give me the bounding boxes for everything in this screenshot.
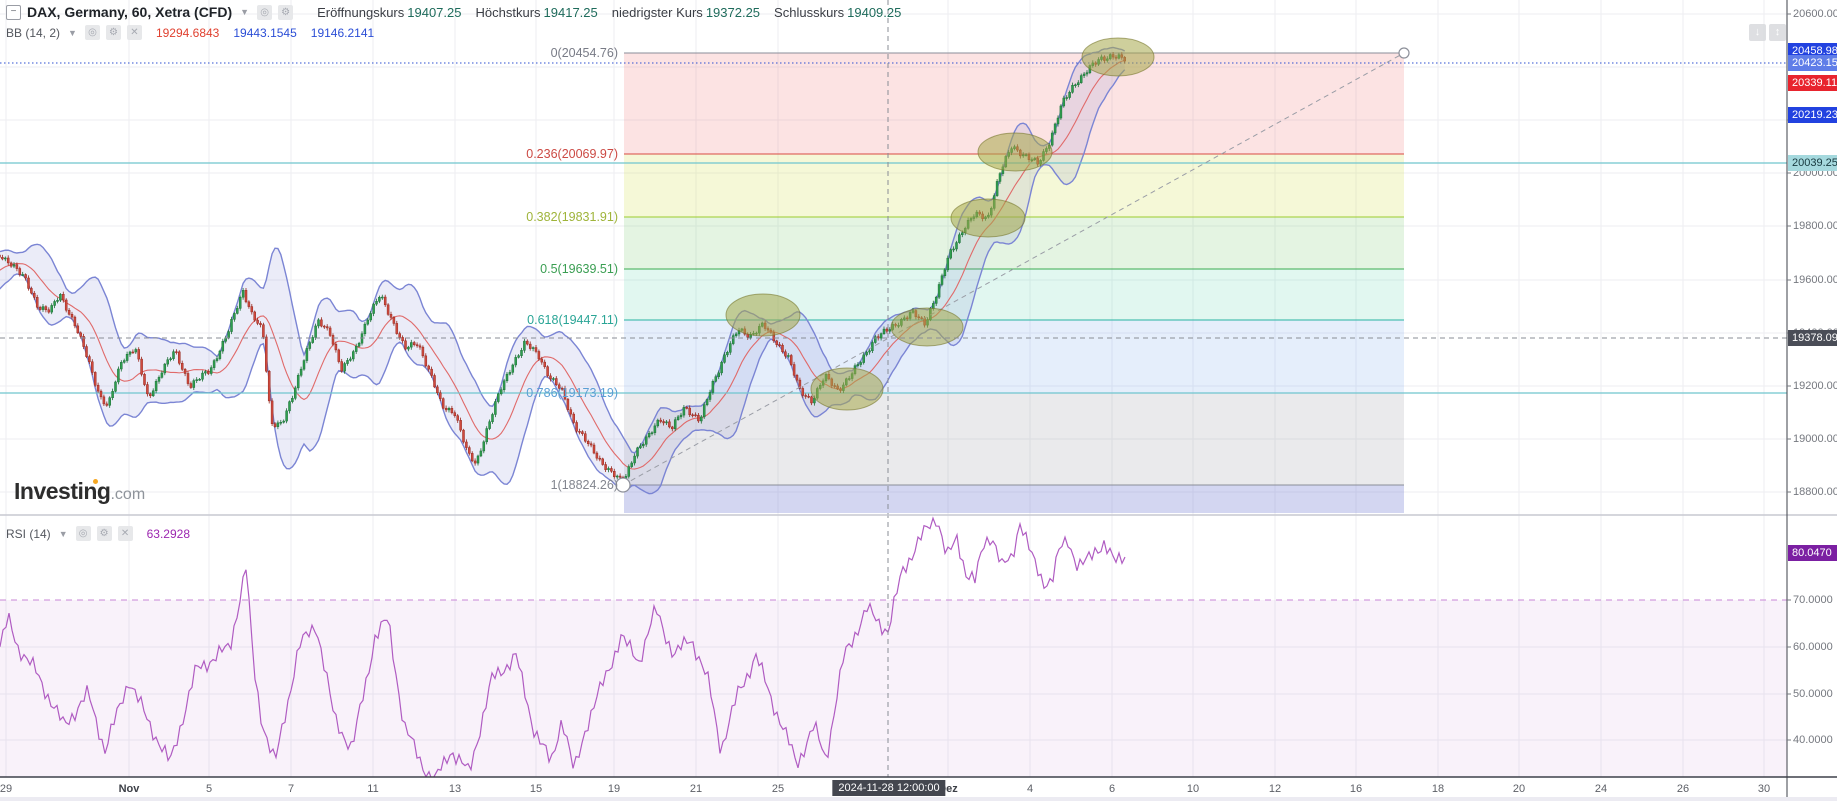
rsi-close-icon[interactable]: ✕ [117, 526, 133, 541]
rsi-indicator-title: RSI (14) [6, 526, 51, 541]
time-tick-label: 19 [607, 783, 621, 795]
chevron-down-icon[interactable]: ▼ [68, 27, 77, 38]
symbol-legend: − DAX, Germany, 60, Xetra (CFD) ▼ ◎ ⚙ Er… [6, 4, 901, 20]
time-tick-label: 13 [448, 783, 462, 795]
svg-text:0.786(19173.19): 0.786(19173.19) [526, 386, 618, 400]
ohlc-item: niedrigster Kurs 19372.25 [611, 4, 761, 20]
time-tick-label: 26 [1676, 783, 1690, 795]
bb-indicator-title: BB (14, 2) [6, 25, 61, 40]
bb-value: 19443.1545 [233, 25, 297, 40]
investing-logo: Investing.com [14, 478, 145, 505]
price-tick-label: 19600.00 [1793, 274, 1837, 286]
time-tick-label: 25 [771, 783, 785, 795]
price-tick-label: 19000.00 [1793, 433, 1837, 445]
bb-values: 19294.6843 19443.1545 19146.2141 [156, 26, 374, 40]
price-badge: 20423.15 [1788, 55, 1837, 71]
time-tick-label: 16 [1349, 783, 1363, 795]
rsi-tick-label: 50.0000 [1793, 688, 1833, 700]
price-badge: 20339.11 [1788, 75, 1837, 91]
rsi-tick-label: 60.0000 [1793, 641, 1833, 653]
price-tick-label: 19800.00 [1793, 220, 1837, 232]
time-tick-label: 15 [529, 783, 543, 795]
rsi-pane [0, 516, 1787, 777]
fib-trendline [615, 47, 1410, 493]
price-badge: 20039.25 [1788, 155, 1837, 171]
bb-value: 19146.2141 [310, 25, 375, 40]
svg-text:0.618(19447.11): 0.618(19447.11) [527, 313, 618, 327]
ohlc-item: Höchstkurs 19417.25 [475, 4, 598, 20]
price-tick-label: 19200.00 [1793, 380, 1837, 392]
collapse-pane-icon[interactable]: − [6, 4, 21, 20]
bb-visibility-icon[interactable]: ◎ [84, 25, 100, 40]
price-badge: 20219.23 [1788, 107, 1837, 123]
crosshair-time-badge: 2024-11-28 12:00:00 [832, 780, 946, 796]
symbol-title[interactable]: DAX, Germany, 60, Xetra (CFD) [27, 4, 233, 20]
price-tick-label: 20600.00 [1793, 8, 1837, 20]
svg-text:0.236(20069.97): 0.236(20069.97) [526, 147, 618, 161]
svg-text:0.5(19639.51): 0.5(19639.51) [540, 262, 618, 276]
price-badge: 19378.09 [1788, 330, 1837, 346]
axis-scale-button[interactable]: ↓ [1749, 24, 1766, 41]
crosshair [0, 0, 1787, 777]
svg-text:1(18824.26): 1(18824.26) [551, 478, 618, 492]
time-tick-label: 4 [1026, 783, 1034, 795]
candlesticks [0, 52, 1126, 487]
indicator-visibility-icon[interactable]: ◎ [257, 4, 273, 20]
indicator-settings-icon[interactable]: ⚙ [278, 4, 294, 20]
svg-text:0(20454.76): 0(20454.76) [551, 46, 618, 60]
chevron-down-icon[interactable]: ▼ [58, 528, 68, 539]
time-tick-label: 10 [1186, 783, 1200, 795]
time-tick-label: 11 [367, 783, 379, 795]
svg-text:0.382(19831.91): 0.382(19831.91) [526, 210, 618, 224]
horizontal-lines [0, 62, 1787, 394]
time-tick-label: 5 [205, 783, 213, 795]
logo-dot-icon [93, 479, 98, 484]
rsi-tick-label: 40.0000 [1793, 734, 1833, 746]
highlight-ellipses [725, 37, 1155, 411]
axis-scale-button[interactable]: ↕ [1769, 24, 1786, 41]
bb-settings-icon[interactable]: ⚙ [105, 25, 121, 40]
logo-suffix: .com [110, 486, 146, 503]
time-tick-label: Nov [118, 783, 140, 795]
time-tick-label: 12 [1268, 783, 1282, 795]
time-tick-label: 21 [689, 783, 703, 795]
fib-labels: 0(20454.76) 0.236(20069.97) 0.382(19831.91… [526, 46, 618, 492]
bb-close-icon[interactable]: ✕ [126, 25, 142, 40]
bb-value: 19294.6843 [155, 25, 220, 40]
rsi-visibility-icon[interactable]: ◎ [75, 526, 91, 541]
time-tick-label: 18 [1431, 783, 1445, 795]
rsi-settings-icon[interactable]: ⚙ [96, 526, 112, 541]
rsi-tick-label: 70.0000 [1793, 594, 1833, 606]
ohlc-readout: Eröffnungskurs 19407.25 Höchstkurs 19417.25… [317, 5, 901, 20]
chevron-down-icon[interactable]: ▼ [240, 7, 250, 17]
fib-retracement [624, 52, 1404, 513]
time-tick-label: 30 [1757, 783, 1771, 795]
price-tick-label: 18800.00 [1793, 486, 1837, 498]
time-tick-label: 7 [287, 783, 295, 795]
ohlc-item: Eröffnungskurs 19407.25 [317, 4, 462, 20]
time-tick-label: 20 [1512, 783, 1526, 795]
ohlc-item: Schlusskurs 19409.25 [774, 4, 902, 20]
bb-indicator-legend: BB (14, 2) ▼ ◎ ⚙ ✕ 19294.6843 19443.1545 1… [6, 25, 374, 40]
rsi-value: 63.2928 [146, 526, 190, 541]
rsi-indicator-legend: RSI (14) ▼ ◎ ⚙ ✕ 63.2928 [6, 526, 190, 541]
time-tick-label: 24 [1594, 783, 1608, 795]
time-tick-label: 6 [1108, 783, 1116, 795]
rsi-badge: 80.0470 [1788, 545, 1837, 561]
time-tick-label: 29 [0, 783, 13, 795]
